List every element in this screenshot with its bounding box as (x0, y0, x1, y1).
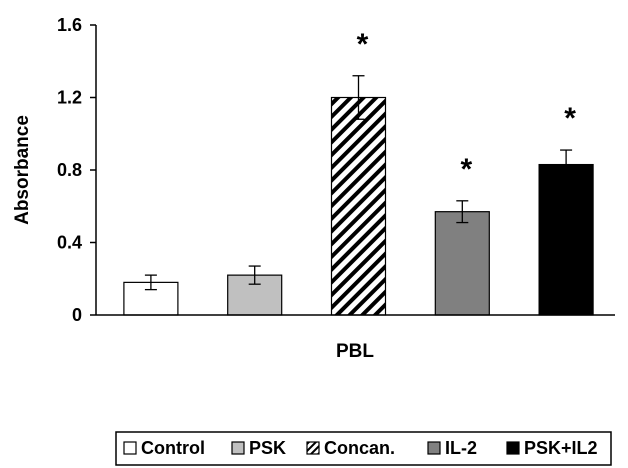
legend-label: PSK+IL2 (524, 438, 598, 458)
significance-marker: * (357, 28, 369, 61)
legend-label: PSK (249, 438, 286, 458)
y-tick-label: 1.6 (57, 15, 82, 35)
axes (95, 25, 615, 316)
legend-label: Concan. (324, 438, 395, 458)
legend-label: Control (141, 438, 205, 458)
y-axis-ticks: 0 0.4 0.8 1.2 1.6 (57, 15, 96, 325)
legend-label: IL-2 (445, 438, 477, 458)
significance-marker: * (564, 102, 576, 135)
y-axis-title: Absorbance (12, 115, 33, 225)
bar-il-2 (434, 211, 490, 316)
y-tick-label: 0.8 (57, 160, 82, 180)
legend-swatch (231, 441, 245, 455)
legend-swatch (123, 441, 137, 455)
bars: * * * (123, 28, 594, 316)
y-tick-label: 1.2 (57, 88, 82, 108)
legend-swatch (427, 441, 441, 455)
significance-marker: * (460, 153, 472, 186)
y-tick-label: 0 (72, 305, 82, 325)
bar-psk-il2 (538, 163, 594, 316)
legend-box (115, 431, 612, 466)
y-tick-label: 0.4 (57, 233, 82, 253)
legend-swatch (506, 441, 520, 455)
legend-swatch (306, 441, 320, 455)
bar-concan- (330, 96, 387, 316)
legend: Control PSK Concan. IL-2 PSK+IL2 (115, 431, 612, 466)
x-axis-title: PBL (336, 341, 374, 362)
